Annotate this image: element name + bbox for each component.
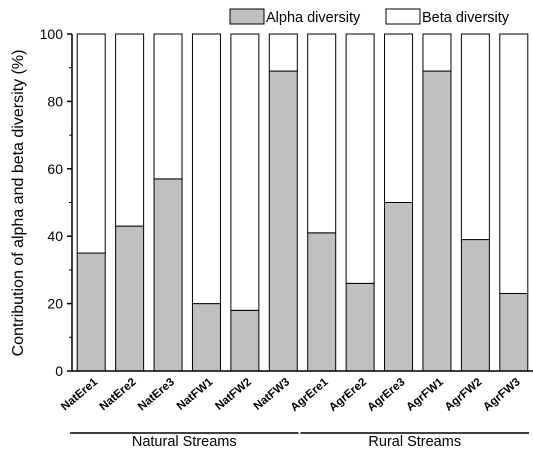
bar-beta-NatFW1 (191, 33, 221, 305)
group-brackets: Natural Streams Rural Streams (70, 432, 529, 450)
bar-beta-AgrFW2 (460, 33, 490, 241)
y-tick-label-60: 60 (47, 161, 63, 177)
y-axis-title: Contribution of alpha and beta diversity… (10, 50, 27, 357)
bar-beta-NatFW3 (268, 33, 298, 72)
bar-alpha-AgrEre3 (384, 202, 414, 372)
y-tick-label-40: 40 (47, 228, 63, 244)
bar-beta-NatFW2 (230, 33, 260, 311)
axes: 0 20 40 60 80 100 (40, 26, 533, 379)
bar-alpha-AgrFW2 (460, 239, 490, 372)
x-tick-label-AgrEre1: AgrEre1 (289, 376, 331, 414)
x-tick-label-NatEre1: NatEre1 (59, 376, 100, 414)
bar-beta-NatEre2 (115, 33, 145, 227)
bar-alpha-NatFW2 (230, 309, 260, 372)
x-tick-label-AgrFW3: AgrFW3 (481, 376, 522, 414)
bar-alpha-NatEre1 (76, 252, 106, 372)
x-tick-label-AgrEre3: AgrEre3 (365, 376, 407, 414)
x-tick-label-AgrEre2: AgrEre2 (327, 376, 369, 414)
x-tick-label-NatFW3: NatFW3 (252, 376, 293, 413)
bar-alpha-NatFW3 (268, 70, 298, 372)
bar-beta-AgrEre3 (384, 33, 414, 203)
legend-label-beta: Beta diversity (422, 10, 510, 26)
bar-alpha-NatEre2 (115, 225, 145, 372)
group-label-rural-streams: Rural Streams (368, 434, 461, 450)
bar-alpha-AgrFW3 (499, 292, 529, 372)
category-labels: NatEre1NatEre2NatEre3NatFW1NatFW2NatFW3A… (59, 376, 523, 414)
bar-beta-NatEre3 (153, 33, 183, 180)
y-tick-label-80: 80 (47, 93, 63, 109)
bar-beta-AgrEre2 (345, 33, 375, 284)
y-tick-label-0: 0 (55, 363, 63, 379)
legend-swatch-alpha (229, 8, 265, 25)
bar-alpha-NatEre3 (153, 178, 183, 372)
bar-beta-AgrEre1 (307, 33, 337, 234)
group-label-natural-streams: Natural Streams (132, 434, 237, 450)
x-tick-label-NatEre2: NatEre2 (98, 376, 139, 413)
x-tick-label-AgrFW2: AgrFW2 (443, 376, 484, 414)
legend: Alpha diversity Beta diversity (229, 8, 510, 26)
bar-beta-NatEre1 (76, 33, 106, 254)
legend-label-alpha: Alpha diversity (266, 10, 361, 26)
bar-alpha-AgrFW1 (422, 70, 452, 372)
bar-alpha-AgrEre2 (345, 282, 375, 372)
x-tick-label-AgrFW1: AgrFW1 (404, 376, 446, 414)
x-tick-label-NatFW2: NatFW2 (213, 376, 254, 413)
bar-beta-AgrFW3 (499, 33, 529, 294)
legend-swatch-beta (385, 8, 421, 25)
x-tick-label-NatEre3: NatEre3 (136, 376, 177, 413)
bar-beta-AgrFW1 (422, 33, 452, 72)
bar-alpha-AgrEre1 (307, 232, 337, 372)
x-tick-label-NatFW1: NatFW1 (175, 376, 216, 413)
bars (76, 33, 529, 372)
bar-alpha-NatFW1 (191, 303, 221, 372)
y-tick-label-20: 20 (47, 296, 63, 312)
y-tick-label-100: 100 (40, 26, 64, 42)
